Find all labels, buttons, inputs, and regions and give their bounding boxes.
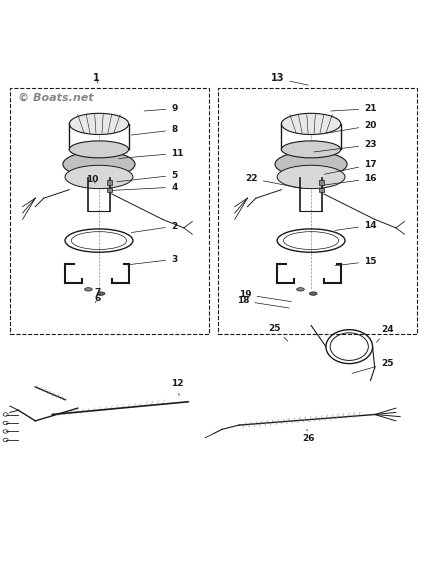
Text: 22: 22 <box>245 174 301 188</box>
Text: 11: 11 <box>118 149 183 158</box>
Bar <box>106 187 112 192</box>
Ellipse shape <box>276 165 344 188</box>
Ellipse shape <box>274 152 346 177</box>
Ellipse shape <box>296 288 304 291</box>
Text: 6: 6 <box>95 294 101 303</box>
Text: 20: 20 <box>326 121 376 133</box>
Bar <box>318 187 323 192</box>
Text: 12: 12 <box>171 379 183 396</box>
Text: 7: 7 <box>95 288 101 297</box>
Text: 21: 21 <box>330 104 376 113</box>
Text: 13: 13 <box>270 74 308 85</box>
Text: 15: 15 <box>334 257 376 266</box>
Bar <box>106 181 112 186</box>
Text: 5: 5 <box>116 171 177 182</box>
Text: 18: 18 <box>236 297 288 308</box>
Text: 17: 17 <box>324 160 376 174</box>
Text: 24: 24 <box>376 325 393 342</box>
Bar <box>217 88 416 334</box>
Text: 4: 4 <box>112 183 177 192</box>
Bar <box>10 88 209 334</box>
Text: 10: 10 <box>86 175 98 184</box>
Text: 14: 14 <box>334 221 376 230</box>
Text: 2: 2 <box>131 222 177 233</box>
Text: 16: 16 <box>324 174 376 185</box>
Text: 9: 9 <box>144 104 177 113</box>
Text: 1: 1 <box>92 74 99 84</box>
Ellipse shape <box>281 113 340 135</box>
Ellipse shape <box>65 165 132 188</box>
Ellipse shape <box>69 141 128 158</box>
Text: 19: 19 <box>239 290 291 302</box>
Bar <box>318 181 323 186</box>
Text: 3: 3 <box>127 255 177 265</box>
Ellipse shape <box>84 288 92 291</box>
Text: 23: 23 <box>313 140 376 152</box>
Text: © Boats.net: © Boats.net <box>18 93 94 102</box>
Text: 25: 25 <box>268 324 287 341</box>
Ellipse shape <box>281 141 340 158</box>
Ellipse shape <box>97 292 105 295</box>
Text: 26: 26 <box>302 430 314 443</box>
Text: 8: 8 <box>131 126 177 135</box>
Text: 25: 25 <box>351 359 393 374</box>
Ellipse shape <box>309 292 316 295</box>
Ellipse shape <box>63 152 135 177</box>
Ellipse shape <box>69 113 128 135</box>
